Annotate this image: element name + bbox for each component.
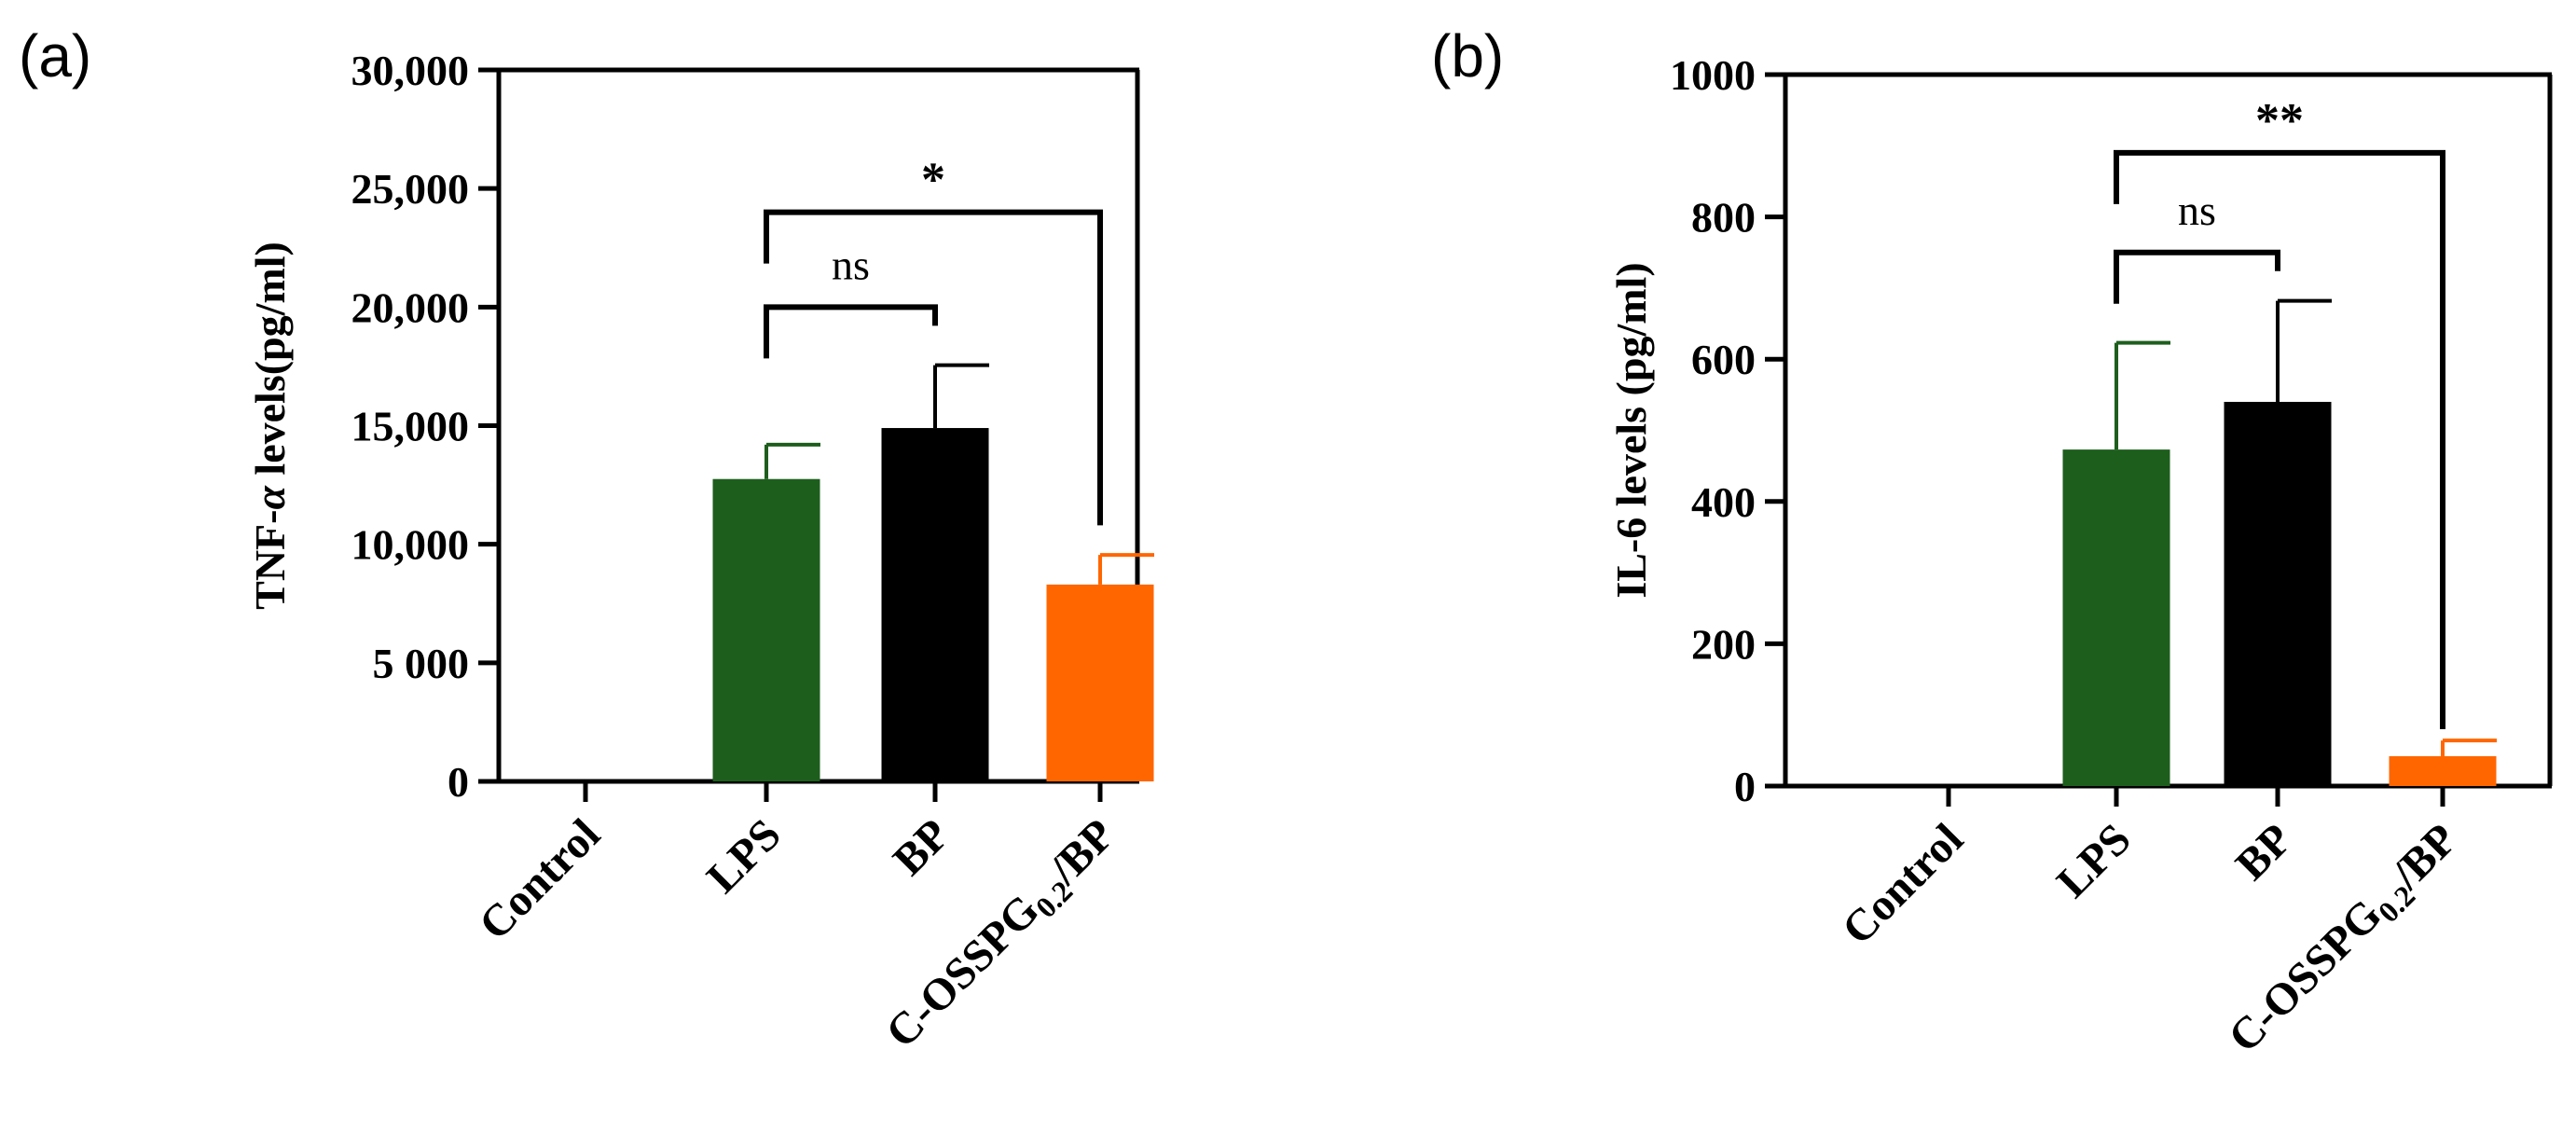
y-tick-label: 20,000	[351, 283, 470, 331]
y-tick-label: 400	[1691, 478, 1756, 526]
y-tick-label: 25,000	[351, 165, 470, 213]
bar-c-osspg0-2-bp	[2389, 755, 2497, 786]
significance-bracket	[764, 304, 938, 359]
significance-label: ns	[832, 241, 870, 288]
significance-bracket	[764, 209, 1103, 526]
panel-b: (b) 0 200 400 600 800 1000 IL-6 levels (pg/ml) n…	[1431, 22, 2553, 1062]
bar-bp	[881, 428, 989, 781]
y-tick-label: 30,000	[351, 47, 470, 94]
y-axis-label: TNF-α levels(pg/ml)	[246, 242, 294, 610]
bar-bp	[2224, 401, 2332, 786]
y-tick-label: 10,000	[351, 521, 470, 569]
bar-lps	[2062, 449, 2170, 786]
y-tick-label: 0	[1734, 763, 1756, 810]
panel-label: (a)	[19, 22, 91, 90]
x-category-label: Control	[1833, 814, 1973, 954]
significance-bracket	[2114, 249, 2280, 304]
y-tick-label: 800	[1691, 194, 1756, 242]
significance-label: *	[921, 154, 945, 207]
y-tick-label: 5 000	[373, 640, 470, 687]
significance-label: ns	[2178, 186, 2216, 234]
significance-label: **	[2255, 94, 2304, 147]
panel-a: (a) 0 5 000 10,000 15,000 20,000 25,000 30,000 T…	[19, 22, 1154, 1057]
x-category-label: LPS	[2047, 814, 2141, 907]
y-axis-label: IL-6 levels (pg/ml)	[1607, 262, 1655, 598]
x-category-label: BP	[884, 809, 959, 885]
y-tick-label: 200	[1691, 620, 1756, 668]
x-category-label: LPS	[697, 809, 791, 903]
bar-c-osspg0-2-bp	[1046, 584, 1154, 781]
y-tick-label: 600	[1691, 336, 1756, 383]
y-tick-label: 0	[448, 758, 469, 806]
panel-label: (b)	[1431, 22, 1504, 90]
y-tick-label: 1000	[1670, 51, 1756, 99]
x-category-label: BP	[2226, 814, 2302, 890]
significance-bracket	[2114, 149, 2445, 729]
y-tick-label: 15,000	[351, 403, 470, 450]
bar-lps	[712, 478, 820, 781]
x-category-label: Control	[470, 809, 610, 949]
